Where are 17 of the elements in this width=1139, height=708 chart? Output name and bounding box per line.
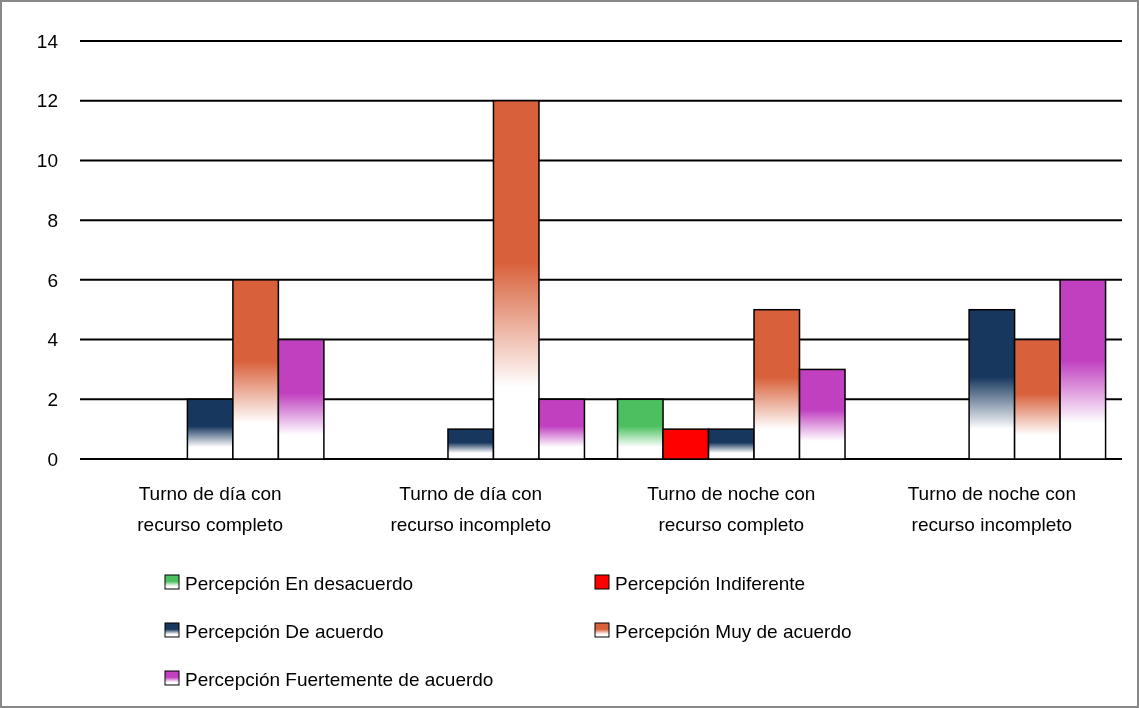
legend-label: Percepción Indiferente <box>615 572 806 594</box>
y-tick-label: 6 <box>47 269 58 291</box>
legend-label: Percepción Fuertemente de acuerdo <box>185 668 494 690</box>
legend-label: Percepción Muy de acuerdo <box>615 620 852 642</box>
y-tick-label: 2 <box>47 388 58 410</box>
x-tick-label: Turno de día con recurso completo <box>137 483 284 535</box>
y-tick-label: 10 <box>36 150 58 172</box>
y-tick-label: 12 <box>36 90 58 112</box>
x-tick-label: Turno de día con recurso incompleto <box>390 483 551 535</box>
y-tick-label: 0 <box>47 448 58 470</box>
y-tick-label: 4 <box>47 329 59 351</box>
x-tick-label: Turno de noche con recurso completo <box>647 483 816 535</box>
x-tick-label: Turno de noche con recurso incompleto <box>907 483 1076 535</box>
y-tick-label: 14 <box>36 30 59 52</box>
legend-label: Percepción En desacuerdo <box>185 572 414 594</box>
y-tick-label: 8 <box>47 209 58 231</box>
legend-label: Percepción De acuerdo <box>185 620 384 642</box>
